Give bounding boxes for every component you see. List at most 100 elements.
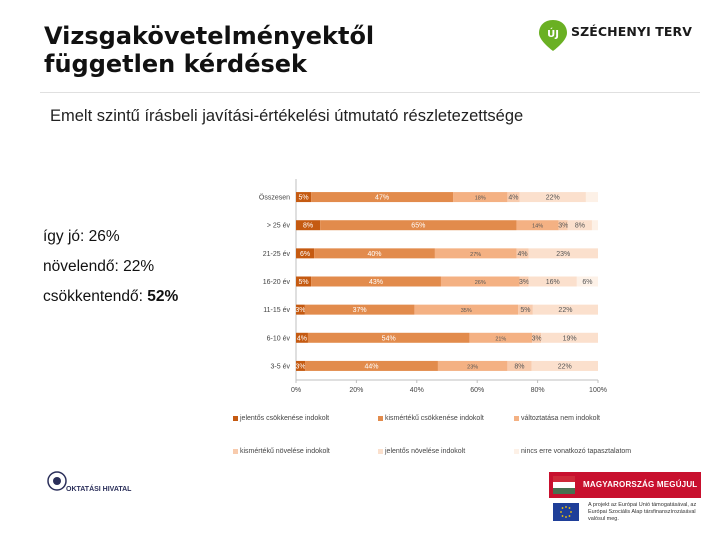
legend-item: változtatása nem indokolt [514,415,600,422]
data-label: 3% [295,363,305,370]
eu-funding-text: A projekt az Európai Unió támogatásával,… [588,502,697,522]
data-label: 19% [563,335,577,342]
bar-segment [567,220,592,231]
bar-segment [591,220,598,231]
x-tick-label: 100% [589,387,607,394]
data-label: 22% [558,363,572,370]
x-tick-label: 40% [410,387,424,394]
summary-label-3: csökkentendő: [43,288,148,305]
bar-segment [414,304,519,315]
category-label: 6-10 év [267,335,291,342]
bar-segment [314,248,435,259]
summary-value-2: 22% [123,258,155,275]
page-title: Vizsgakövetelményektől független kérdése… [44,22,374,78]
category-label: 11-15 év [263,307,290,314]
data-label: 47% [375,195,389,202]
legend-item: jelentős növelése indokolt [378,448,465,455]
data-label: 44% [364,363,378,370]
bar-segment [507,192,520,203]
logo-mark: ÚJ [547,27,559,40]
bar-segment [531,360,598,371]
bar-segment [528,276,577,287]
bar-segment [296,220,321,231]
data-label: 26% [475,280,486,286]
bar-segment [304,304,415,315]
data-label: 3% [295,307,305,314]
data-label: 35% [461,308,472,314]
legend-swatch [378,415,383,421]
summary-line-3: csökkentendő: 52% [43,288,178,306]
bar-segment [320,220,517,231]
data-label: 16% [546,279,560,286]
bar-segment [558,220,568,231]
legend-swatch [233,415,238,421]
legend-swatch [514,448,519,454]
x-tick-label: 60% [470,387,484,394]
oktatasi-hivatal-logo-icon [47,471,67,491]
data-label: 6% [582,279,592,286]
data-label: 4% [517,251,527,258]
legend-label: kismértékű csökkenése indokolt [385,415,484,422]
bar-segment [437,360,508,371]
title-line-1: Vizsgakövetelményektől [44,22,375,50]
summary-line-1: így jó: 26% [43,228,120,246]
data-label: 6% [300,251,310,258]
category-label: > 25 év [267,223,291,230]
hungarian-flag-icon [553,476,575,494]
data-label: 3% [558,223,568,230]
data-label: 14% [532,224,543,230]
summary-value-3: 52% [147,288,179,305]
legend-label: jelentős csökkenése indokolt [240,415,330,422]
szechenyi-terv-logo: ÚJ [539,20,567,51]
category-label: 3-5 év [271,363,291,370]
data-label: 22% [546,195,560,202]
summary-label-1: így jó: [43,228,89,245]
data-label: 3% [519,279,529,286]
bar-segment [532,304,598,315]
chart-subtitle: Emelt szintű írásbeli javítási-értékelés… [50,107,524,125]
legend-label: jelentős növelése indokolt [385,448,466,455]
logo-pin-icon [539,20,567,51]
data-label: 4% [297,335,307,342]
bar-segment [434,248,517,259]
stacked-bar-chart: 0% 20% 40% 60% 80% 100% Összesen 5% 47% 18% 4% 22% >… [259,179,607,394]
bar-segment [440,276,520,287]
data-label: 43% [369,279,383,286]
data-label: 22% [558,307,572,314]
bar-segment [296,192,312,203]
legend-item: nincs erre vonatkozó tapasztalatom [514,448,631,455]
data-label: 5% [298,279,308,286]
bar-segment [296,248,315,259]
data-label: 23% [467,364,478,370]
bar-segment [576,276,598,287]
bar-segment [296,360,306,371]
legend-label: nincs erre vonatkozó tapasztalatom [521,448,632,455]
x-tick-label: 0% [291,387,301,394]
bar-segment [516,220,559,231]
legend-label: változtatása nem indokolt [521,415,600,422]
data-label: 27% [470,252,481,258]
data-label: 3% [532,335,542,342]
bar-segment [311,192,454,203]
bar-segment [311,276,441,287]
bar-segment [507,360,532,371]
legend-item: jelentős csökkenése indokolt [233,415,329,422]
data-label: 37% [353,307,367,314]
data-label: 21% [495,336,506,342]
legend-item: kismértékű csökkenése indokolt [378,415,484,422]
bar-segment [296,276,312,287]
category-label: Összesen [259,194,290,202]
eu-flag-icon [553,503,579,521]
data-label: 5% [520,307,530,314]
banner-text: MAGYARORSZÁG MEGÚJUL [583,480,698,489]
bar-segment [541,332,598,343]
summary-value-1: 26% [88,228,120,245]
data-label: 5% [298,195,308,202]
logo-text: SZÉCHENYI TERV [571,24,693,39]
category-label: 16-20 év [263,279,291,286]
legend-label: kismértékű növelése indokolt [240,448,330,455]
legend-item: kismértékű növelése indokolt [233,448,330,455]
bar-segment [528,248,598,259]
bar-segment [516,248,529,259]
oktatasi-hivatal-text: OKTATÁSI HIVATAL [66,486,132,493]
